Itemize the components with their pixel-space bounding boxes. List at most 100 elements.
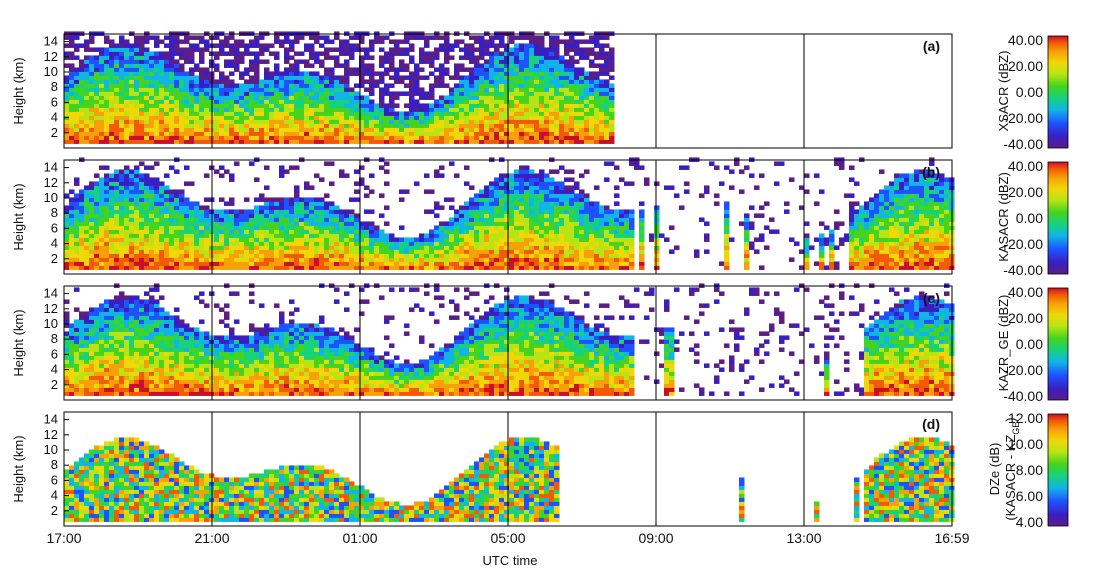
echo-cell [559, 189, 565, 194]
echo-cell [349, 131, 355, 136]
echo-cell [419, 107, 425, 112]
echo-cell [539, 107, 545, 112]
echo-cell [784, 209, 790, 214]
echo-cell [264, 83, 270, 88]
echo-cell [594, 241, 600, 246]
echo-cell [379, 139, 385, 144]
echo-cell [164, 139, 170, 144]
echo-cell [164, 233, 170, 238]
y-tick-label: 8 [51, 79, 58, 94]
echo-cell [299, 201, 305, 206]
echo-cell [519, 83, 525, 88]
echo-cell [489, 193, 495, 198]
echo-cell [509, 193, 515, 198]
echo-cell [394, 261, 400, 266]
echo-cell [414, 237, 420, 242]
echo-cell [574, 213, 580, 218]
echo-cell [109, 205, 115, 210]
echo-cell [584, 83, 590, 88]
echo-cell [279, 233, 285, 238]
echo-cell [584, 205, 590, 210]
echo-cell [89, 75, 95, 80]
echo-cell [549, 185, 555, 190]
echo-cell [139, 55, 145, 60]
echo-cell [299, 71, 305, 76]
echo-cell [194, 217, 200, 222]
echo-cell [74, 111, 80, 116]
echo-cell [409, 59, 415, 64]
echo-cell [324, 47, 330, 52]
echo-cell [739, 189, 745, 194]
echo-cell [549, 205, 555, 210]
echo-cell [459, 39, 465, 44]
echo-cell [469, 79, 475, 84]
echo-cell [344, 225, 350, 230]
echo-cell [74, 197, 80, 202]
echo-cell [314, 217, 320, 222]
echo-cell [454, 139, 460, 144]
echo-cell [469, 135, 475, 140]
echo-cell [129, 59, 135, 64]
echo-cell [184, 165, 190, 170]
echo-cell [609, 55, 615, 60]
echo-cell [324, 139, 330, 144]
echo-cell [349, 123, 355, 128]
echo-cell [419, 91, 425, 96]
echo-cell [99, 135, 105, 140]
echo-cell [74, 43, 80, 48]
echo-cell [469, 59, 475, 64]
echo-cell [579, 39, 585, 44]
echo-cell [309, 47, 315, 52]
echo-cell [514, 213, 520, 218]
echo-cell [524, 107, 530, 112]
echo-cell [684, 181, 690, 186]
echo-cell [99, 107, 105, 112]
echo-cell [529, 221, 535, 226]
echo-cell [474, 35, 480, 40]
echo-cell [129, 131, 135, 136]
echo-cell [534, 127, 540, 132]
echo-cell [149, 123, 155, 128]
echo-cell [99, 249, 105, 254]
echo-cell [384, 181, 390, 186]
echo-cell [454, 71, 460, 76]
echo-cell [434, 173, 440, 178]
echo-cell [529, 99, 535, 104]
echo-cell [629, 225, 635, 230]
echo-cell [564, 217, 570, 222]
echo-cell [569, 261, 575, 266]
echo-cell [514, 217, 520, 222]
echo-cell [444, 119, 450, 124]
echo-cell [429, 55, 435, 60]
echo-cell [179, 119, 185, 124]
echo-cell [334, 249, 340, 254]
echo-cell [479, 79, 485, 84]
echo-cell [89, 87, 95, 92]
echo-cell [204, 135, 210, 140]
echo-cell [104, 217, 110, 222]
echo-cell [249, 79, 255, 84]
echo-cell [119, 233, 125, 238]
echo-cell [639, 201, 645, 206]
echo-cell [494, 107, 500, 112]
echo-cell [474, 59, 480, 64]
echo-cell [504, 229, 510, 234]
echo-cell [194, 79, 200, 84]
echo-cell [99, 55, 105, 60]
echo-cell [314, 261, 320, 266]
echo-cell [819, 261, 825, 266]
echo-cell [439, 107, 445, 112]
echo-cell [119, 205, 125, 210]
echo-cell [489, 201, 495, 206]
echo-cell [79, 233, 85, 238]
echo-cell [349, 213, 355, 218]
echo-cell [289, 197, 295, 202]
echo-cell [234, 123, 240, 128]
echo-cell [184, 115, 190, 120]
echo-cell [519, 139, 525, 144]
echo-cell [219, 221, 225, 226]
echo-cell [74, 55, 80, 60]
echo-cell [229, 197, 235, 202]
echo-cell [69, 55, 75, 60]
echo-cell [614, 193, 620, 198]
